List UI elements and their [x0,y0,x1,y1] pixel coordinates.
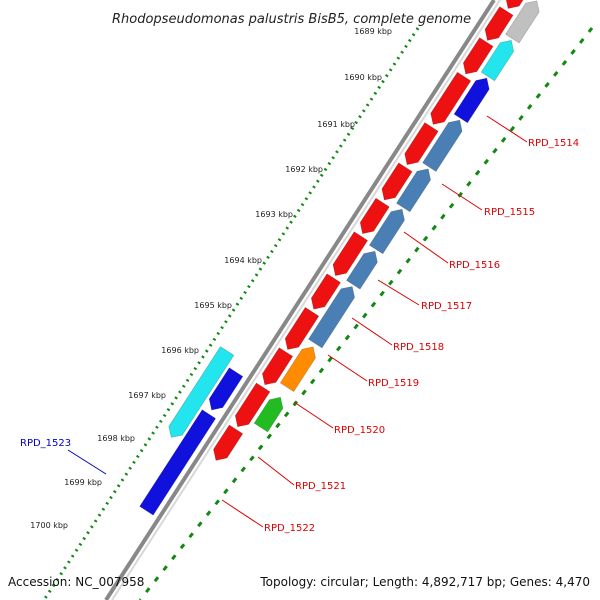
gene-label: RPD_1522 [264,523,315,534]
gene-label-line [377,279,420,306]
kbp-tick-label: 1697 kbp [128,391,166,400]
gene-rpd-1523 [168,346,235,438]
gene-label-line [221,499,264,528]
label-lines-layer [67,115,528,528]
kbp-tick-label: 1698 kbp [97,434,135,443]
forward-gene-1 [505,0,524,9]
gene-label-line [293,401,334,429]
kbp-tick-label: 1695 kbp [194,301,232,310]
forward-gene-11 [262,347,294,386]
gene-label-line [327,354,368,382]
kbp-tick-label: 1690 kbp [344,73,382,82]
gene-label-line [351,317,393,346]
genes-layer [139,0,540,516]
forward-gene-4 [430,71,472,125]
forward-gene-5 [404,122,439,166]
gene-label: RPD_1518 [393,342,444,353]
gene-label-line [403,231,449,264]
accession-label: Accession: NC_007958 [8,575,144,589]
gene-label-line [67,449,107,475]
gene-label-line [486,115,528,143]
gene-label: RPD_1519 [368,378,419,389]
forward-gene-13 [213,424,244,461]
kbp-tick-label: 1694 kbp [224,256,262,265]
kbp-tick-label: 1699 kbp [64,478,102,487]
gene-inner-blue-1 [208,367,244,411]
gene-inner-blue-2 [139,409,217,516]
gene-label: RPD_1523 [20,438,71,449]
gene-rpd-1517 [396,168,431,213]
gene-rpd-1518 [368,208,405,255]
gene-label: RPD_1520 [334,425,385,436]
kbp-tick-label: 1692 kbp [285,165,323,174]
gene-label: RPD_1517 [421,301,472,312]
tick-dots-layer [42,27,594,600]
gene-label: RPD_1521 [295,481,346,492]
backbone-layer [104,0,501,600]
kbp-tick-label: 1693 kbp [255,210,293,219]
genome-summary: Topology: circular; Length: 4,892,717 bp… [259,575,590,589]
forward-gene-10 [284,306,320,350]
gene-rpd-1516 [422,119,463,172]
map-title: Rhodopseudomonas palustris BisB5, comple… [112,12,471,27]
gene-label: RPD_1514 [528,138,579,149]
kbp-tick-label: 1691 kbp [317,120,355,129]
labels-layer: 1689 kbp 1690 kbp 1691 kbp 1692 kbp 1693 kbp… [20,27,579,534]
forward-gene-6 [381,162,413,201]
gene-rpd-1514 [480,39,515,82]
forward-gene-12 [234,382,271,428]
gene-rpd-1515 [453,77,490,124]
kbp-tick-label: 1700 kbp [30,521,68,530]
gene-rpd-1519 [346,250,378,290]
gene-rpd-1520 [308,286,355,349]
gene-rpd-1522 [253,396,284,433]
gene-gray [505,0,540,44]
kbp-tick-label: 1689 kbp [354,27,392,36]
forward-gene-9 [310,273,341,310]
gene-label: RPD_1516 [449,260,500,271]
gene-label-line [441,183,483,211]
outer-ruler-dots [138,27,594,600]
forward-gene-7 [359,197,390,234]
gene-label-line [257,456,295,486]
genome-backbone-highlight [111,0,501,600]
forward-gene-3 [462,37,494,75]
gene-label: RPD_1515 [484,207,535,218]
forward-gene-2 [484,6,514,41]
genome-backbone [104,0,496,600]
kbp-tick-label: 1696 kbp [161,346,199,355]
inner-ruler-dots [42,27,420,600]
gene-rpd-1521 [279,346,316,393]
forward-gene-8 [332,231,369,276]
